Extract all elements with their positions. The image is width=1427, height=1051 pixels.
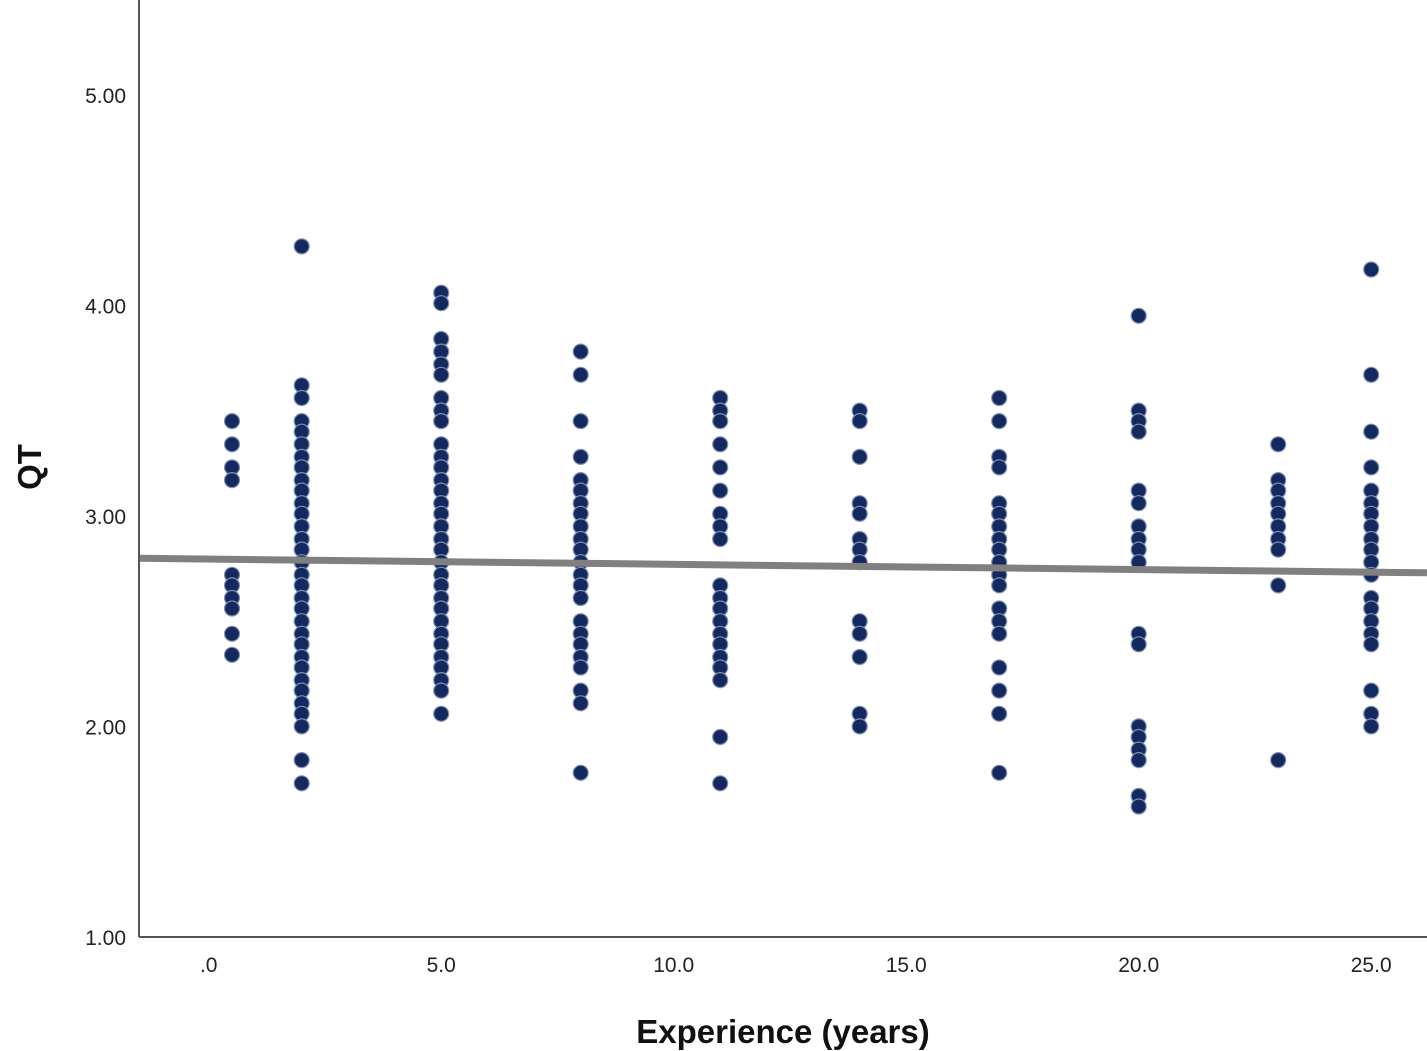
data-point	[572, 589, 589, 607]
data-point	[293, 718, 310, 735]
data-point	[851, 718, 868, 735]
y-tick-labels: 1.00 2.00 3.00 4.00 5.00	[85, 85, 126, 950]
x-tick-label: 5.0	[427, 954, 456, 977]
data-point	[572, 659, 589, 676]
data-point	[991, 705, 1008, 722]
data-point	[1130, 798, 1147, 815]
data-point	[1270, 577, 1287, 594]
data-point	[223, 646, 241, 663]
data-point	[1363, 636, 1380, 653]
data-point	[293, 751, 310, 769]
data-point	[433, 682, 450, 699]
data-point	[433, 295, 450, 312]
fit-line-layer	[138, 554, 1427, 577]
y-tick-label: 2.00	[85, 716, 126, 739]
data-point	[991, 413, 1008, 430]
data-point	[1270, 436, 1287, 453]
data-point	[433, 413, 450, 430]
data-point	[851, 648, 868, 666]
data-point	[991, 459, 1008, 476]
x-axis-title: Experience (years)	[636, 1013, 930, 1050]
data-point	[1270, 751, 1287, 769]
x-tick-labels: .0 5.0 10.0 15.0 20.0 25.0	[200, 954, 1392, 977]
data-point	[293, 775, 310, 792]
data-point	[1130, 495, 1147, 512]
data-points	[223, 238, 1380, 815]
data-point	[851, 448, 868, 465]
data-point	[1130, 307, 1147, 324]
data-point	[433, 366, 450, 383]
data-point	[293, 238, 310, 255]
data-point	[1363, 366, 1380, 383]
data-point	[433, 705, 450, 722]
data-point	[851, 413, 868, 430]
y-axis-title: QT	[11, 444, 48, 490]
data-point	[572, 695, 589, 712]
data-point	[1130, 636, 1147, 653]
y-tick-label: 1.00	[85, 927, 126, 950]
data-point	[1130, 751, 1147, 769]
data-point	[572, 343, 589, 360]
data-point	[712, 530, 729, 548]
data-point	[991, 577, 1008, 594]
data-point	[991, 682, 1008, 699]
data-point	[712, 459, 729, 476]
data-point	[712, 436, 729, 453]
data-point	[851, 625, 868, 642]
x-tick-label: .0	[200, 954, 218, 977]
x-tick-label: 10.0	[653, 954, 694, 977]
data-point	[1363, 423, 1380, 440]
data-point	[572, 764, 589, 781]
x-tick-label: 20.0	[1118, 954, 1159, 977]
data-point	[851, 505, 868, 522]
x-tick-label: 25.0	[1351, 954, 1392, 977]
data-point	[1363, 261, 1380, 278]
data-point	[991, 389, 1008, 407]
data-point	[1363, 459, 1380, 476]
data-point	[1363, 682, 1380, 699]
data-point	[572, 366, 589, 383]
data-point	[223, 413, 241, 430]
fit-line	[138, 554, 1427, 577]
data-point	[1270, 541, 1287, 558]
data-point	[293, 389, 310, 407]
y-tick-label: 4.00	[85, 295, 126, 318]
data-point	[712, 728, 729, 746]
data-point	[991, 764, 1008, 781]
x-tick-label: 15.0	[886, 954, 927, 977]
data-point	[1130, 423, 1147, 440]
y-tick-label: 5.00	[85, 85, 126, 108]
data-point	[991, 659, 1008, 676]
data-point	[712, 671, 729, 689]
data-point	[1363, 718, 1380, 735]
data-point	[223, 600, 241, 617]
y-tick-label: 3.00	[85, 506, 126, 529]
data-point	[572, 448, 589, 465]
data-point	[223, 472, 241, 489]
data-point	[223, 625, 241, 642]
data-point	[991, 625, 1008, 642]
data-point	[712, 413, 729, 430]
data-point	[712, 482, 729, 499]
data-point	[712, 775, 729, 792]
data-point	[572, 413, 589, 430]
data-point	[223, 436, 241, 453]
